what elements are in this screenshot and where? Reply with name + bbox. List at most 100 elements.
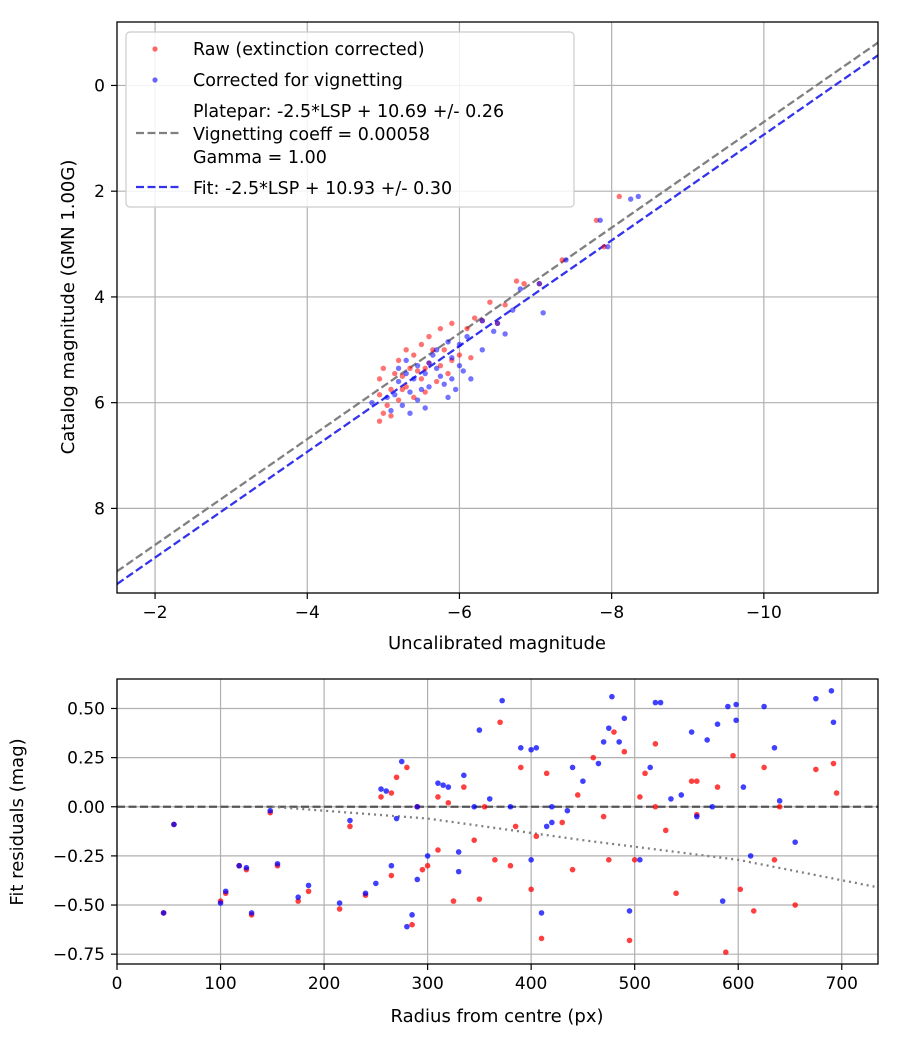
point-raw [456, 352, 463, 358]
point-raw [606, 857, 612, 863]
point-raw [399, 386, 406, 393]
x-tick-label: 300 [411, 974, 443, 994]
point-corrected [426, 360, 432, 366]
y-tick-label: 8 [94, 499, 105, 519]
point-raw [652, 741, 659, 747]
point-corrected [549, 803, 555, 810]
point-corrected [725, 703, 731, 710]
point-raw [601, 243, 607, 250]
legend-platepar-label-line3: Gamma = 1.00 [193, 148, 327, 168]
point-corrected [222, 888, 229, 895]
point-corrected [426, 384, 432, 390]
point-corrected [621, 715, 628, 722]
point-corrected [398, 758, 405, 765]
point-raw [295, 898, 301, 904]
top-scatter-points [369, 193, 641, 424]
point-corrected [688, 729, 695, 735]
point-raw [476, 896, 483, 902]
point-raw [714, 784, 721, 790]
point-corrected [449, 376, 455, 382]
point-corrected [395, 365, 402, 372]
point-raw [512, 823, 519, 830]
point-corrected [171, 821, 177, 828]
point-corrected [414, 803, 421, 810]
point-raw [450, 898, 457, 904]
point-corrected [517, 286, 524, 292]
point-raw [435, 847, 441, 853]
point-raw [688, 778, 695, 785]
point-raw [492, 857, 498, 863]
point-raw [642, 770, 648, 777]
point-raw [569, 866, 576, 873]
point-corrected [540, 310, 546, 316]
point-raw [574, 792, 581, 798]
point-corrected [414, 397, 421, 403]
point-raw [418, 341, 425, 348]
top-y-axis-label: Catalog magnitude (GMN 1.00G) [58, 160, 79, 455]
point-corrected [740, 784, 747, 790]
bottom-axis-ticks: 0 100 200 300 400 500 600 700 −0.75 −0.50 −0.25 0.0… [53, 699, 858, 994]
point-raw [737, 886, 744, 893]
point-raw [422, 365, 428, 372]
point-corrected [435, 780, 441, 786]
point-raw [461, 784, 467, 790]
point-corrected [373, 880, 379, 887]
point-corrected [517, 744, 524, 751]
point-corrected [479, 318, 485, 324]
point-raw [813, 766, 819, 773]
point-raw [533, 833, 540, 840]
point-corrected [430, 352, 436, 358]
point-raw [409, 921, 415, 928]
point-raw [517, 764, 524, 771]
point-corrected [305, 882, 312, 889]
bottom-x-axis-label: Radius from centre (px) [390, 1006, 603, 1027]
point-corrected [456, 341, 463, 348]
top-fit-lines [117, 41, 878, 585]
point-corrected [709, 803, 716, 810]
legend-fit-label: Fit: -2.5*LSP + 10.93 +/- 0.30 [193, 179, 452, 199]
point-raw [445, 800, 452, 806]
y-tick-label: 2 [94, 182, 105, 202]
bottom-reference-lines [117, 805, 878, 889]
point-corrected [388, 407, 394, 414]
line-vignetting [272, 805, 878, 889]
point-corrected [440, 782, 446, 788]
point-raw [437, 325, 444, 332]
point-raw [631, 857, 638, 863]
point-raw [652, 803, 659, 810]
point-corrected [733, 701, 739, 708]
point-corrected [422, 405, 428, 411]
point-raw [723, 949, 729, 956]
point-raw [424, 862, 431, 869]
x-tick-label: 700 [826, 974, 858, 994]
point-corrected [456, 362, 463, 369]
legend-platepar-label-line1: Platepar: -2.5*LSP + 10.69 +/- 0.26 [193, 102, 504, 122]
point-raw [403, 347, 409, 353]
point-corrected [494, 320, 501, 327]
point-corrected [441, 381, 447, 387]
x-tick-label: 200 [308, 974, 340, 994]
point-raw [792, 902, 798, 908]
point-raw [507, 862, 514, 869]
point-corrected [422, 370, 428, 377]
point-corrected [393, 815, 400, 822]
point-raw [590, 754, 597, 761]
point-raw [441, 347, 447, 353]
point-raw [662, 827, 669, 834]
point-corrected [507, 803, 514, 810]
point-raw [393, 774, 400, 781]
point-corrected [678, 792, 685, 798]
point-raw [388, 386, 394, 393]
point-raw [395, 357, 402, 364]
point-corrected [486, 796, 493, 802]
point-corrected [403, 357, 409, 364]
point-raw [502, 302, 508, 308]
y-tick-label: −0.75 [53, 945, 105, 965]
point-raw [513, 278, 520, 284]
point-corrected [564, 807, 571, 814]
x-tick-label: −2 [143, 603, 168, 623]
point-raw [437, 362, 444, 369]
point-raw [305, 888, 312, 895]
point-corrected [533, 744, 540, 751]
point-raw [378, 794, 384, 800]
